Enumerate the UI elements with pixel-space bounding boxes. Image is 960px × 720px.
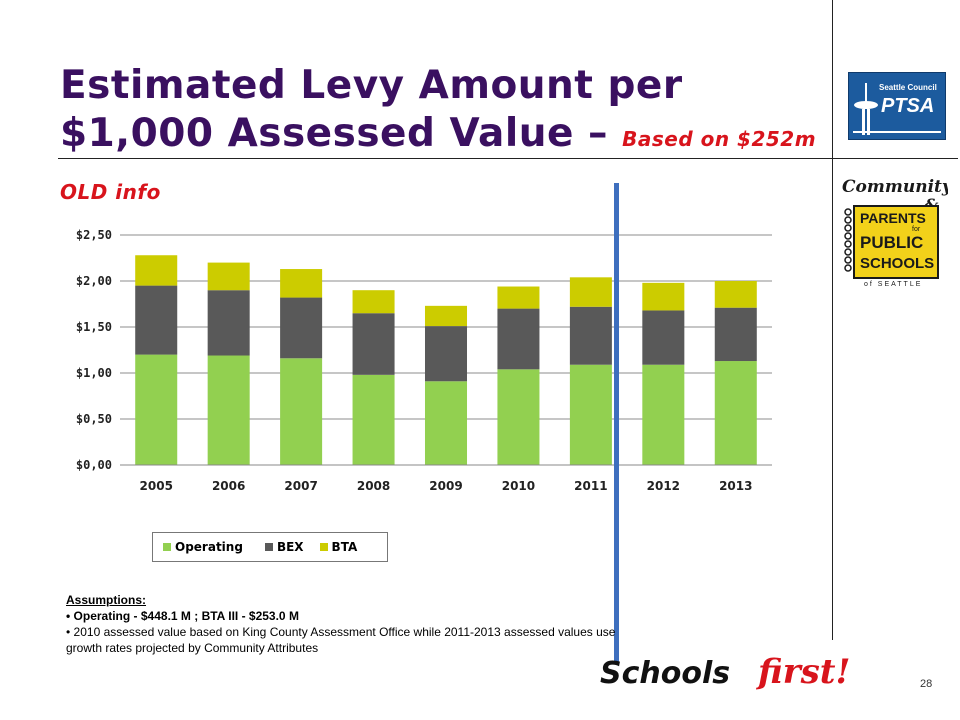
legend-label-operating: Operating: [175, 540, 243, 554]
legend-swatch-operating: [163, 543, 171, 551]
cpps-schools-text: SCHOOLS: [860, 255, 934, 272]
x-tick-label: 2013: [719, 479, 752, 493]
chart-bars: [135, 255, 757, 465]
schools-logo-black-text: Schools: [600, 656, 731, 691]
legend-item-operating: Operating: [163, 540, 243, 554]
y-tick-label: $2,50: [76, 228, 112, 242]
x-tick-label: 2009: [429, 479, 462, 493]
assumption-line-2: • 2010 assessed value based on King Coun…: [66, 625, 616, 655]
bar-bta-2007: [280, 269, 323, 298]
y-tick-label: $0,00: [76, 458, 112, 472]
bar-bta-2010: [497, 286, 540, 309]
assumption-line-1-text: Operating - $448.1 M ; BTA III - $253.0 …: [73, 609, 299, 623]
bar-bta-2008: [352, 290, 395, 314]
legend-item-bta: BTA: [319, 540, 358, 554]
x-tick-label: 2007: [284, 479, 317, 493]
bar-bex-2008: [352, 313, 395, 375]
chart-legend: Operating BEX BTA: [152, 532, 388, 562]
y-tick-label: $1,00: [76, 366, 112, 380]
levy-stacked-bar-chart: $0,00$0,50$1,00$1,50$2,00$2,50 2005 2006 2…: [76, 228, 772, 493]
legend-label-bex: BEX: [276, 540, 304, 554]
bar-operating-2009: [424, 381, 468, 465]
bar-bex-2010: [497, 308, 540, 370]
vertical-divider: [832, 0, 833, 640]
bar-bex-2011: [569, 306, 612, 365]
title-underline: [58, 158, 958, 159]
bar-bex-2009: [424, 326, 468, 382]
ptsa-main-text: PTSA: [881, 95, 935, 117]
assumption-line-1: • Operating - $448.1 M ; BTA III - $253.…: [66, 609, 299, 623]
bar-operating-2007: [280, 358, 323, 465]
space-needle-icon: [853, 83, 941, 135]
schools-first-logo: Schools first!: [600, 652, 880, 692]
bar-operating-2012: [642, 364, 685, 465]
assumptions-block: Assumptions: • Operating - $448.1 M ; BT…: [66, 592, 636, 656]
y-tick-label: $0,50: [76, 412, 112, 426]
legend-item-bex: BEX: [264, 540, 304, 554]
cpps-parents-text: PARENTS: [860, 210, 926, 226]
cpps-for-text: for: [912, 226, 921, 233]
x-tick-label: 2012: [647, 479, 680, 493]
community-parents-public-schools-logo: Community & PARENTS for PUBLIC SCHOOLS o…: [842, 177, 948, 288]
y-axis-tick-labels: $0,00 $0,50 $1,00 $1,50 $2,00 $2,50: [76, 228, 112, 472]
bar-bex-2007: [280, 297, 323, 359]
2011-divider-marker: [614, 183, 619, 663]
bar-bta-2012: [642, 282, 685, 311]
title-subtitle: Based on $252m OLD info: [60, 127, 817, 204]
bar-operating-2010: [497, 369, 540, 465]
bar-bex-2013: [714, 307, 757, 362]
legend-swatch-bta: [319, 543, 328, 551]
bar-bex-2012: [642, 310, 685, 365]
bar-bta-2006: [207, 262, 250, 291]
x-tick-label: 2005: [140, 479, 173, 493]
cpps-community-text: Community: [842, 177, 948, 197]
x-tick-label: 2006: [212, 479, 245, 493]
legend-swatch-bex: [264, 543, 273, 551]
bar-bta-2013: [714, 281, 757, 308]
legend-label-bta: BTA: [331, 540, 358, 554]
page-number: 28: [920, 678, 933, 690]
bar-operating-2013: [714, 361, 757, 465]
x-tick-label: 2011: [574, 479, 607, 493]
x-tick-label: 2008: [357, 479, 390, 493]
schools-logo-red-text: first!: [758, 652, 851, 692]
bar-bta-2009: [424, 305, 468, 327]
bar-bex-2006: [207, 290, 250, 356]
bar-bta-2005: [135, 255, 178, 286]
bar-bta-2011: [569, 277, 612, 307]
slide-title: Estimated Levy Amount per $1,000 Assesse…: [60, 62, 820, 216]
ptsa-top-text: Seattle Council: [879, 83, 937, 92]
x-axis-tick-labels: 2005 2006 2007 2008 2009 2010 2011 2012 2013: [140, 479, 753, 493]
bar-operating-2006: [207, 355, 250, 465]
bar-bex-2005: [135, 285, 178, 355]
spiral-binding-icon: [844, 208, 852, 272]
title-main: Estimated Levy Amount per $1,000 Assesse…: [60, 63, 683, 156]
y-tick-label: $2,00: [76, 274, 112, 288]
cpps-seattle-text: of SEATTLE: [864, 281, 922, 288]
assumptions-heading: Assumptions:: [66, 593, 147, 607]
seattle-council-ptsa-logo: Seattle Council PTSA: [848, 72, 946, 140]
cpps-public-text: PUBLIC: [860, 233, 923, 252]
y-tick-label: $1,50: [76, 320, 112, 334]
bar-operating-2005: [135, 354, 178, 465]
bar-operating-2011: [569, 364, 612, 465]
bar-operating-2008: [352, 374, 395, 465]
x-tick-label: 2010: [502, 479, 535, 493]
assumption-line-2-text: 2010 assessed value based on King County…: [66, 625, 616, 655]
